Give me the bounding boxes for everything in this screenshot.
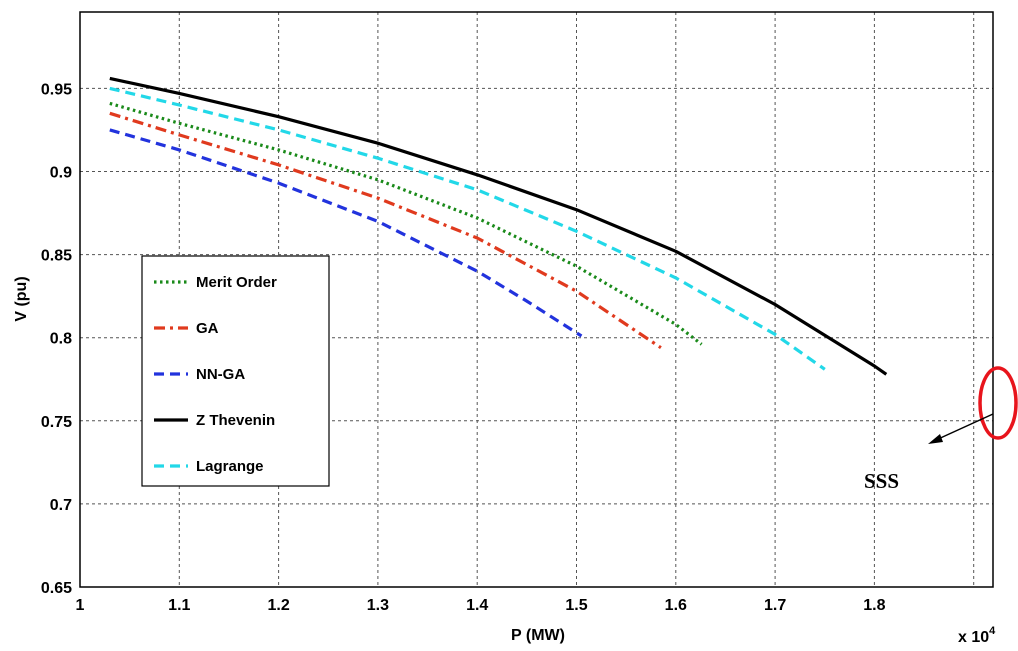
x-tick-label: 1.3	[367, 597, 389, 614]
x-tick-label: 1.2	[267, 597, 289, 614]
x-multiplier-label: x 104	[958, 625, 996, 646]
legend-label: Z Thevenin	[196, 412, 275, 429]
series-line-ga	[109, 111, 662, 350]
y-tick-label: 0.95	[41, 81, 72, 98]
x-tick-label: 1.8	[863, 597, 885, 614]
y-tick-label: 0.85	[41, 248, 72, 265]
legend-label: GA	[196, 320, 219, 337]
y-tick-label: 0.75	[41, 414, 72, 431]
series-line-z-thevenin	[109, 76, 888, 376]
legend: Merit Order GA NN-GA Z Thevenin Lagrange	[141, 255, 330, 487]
x-axis-label: P (MW)	[511, 627, 565, 644]
x-tick-label: 1.6	[665, 597, 687, 614]
x-tick-label: 1	[76, 597, 85, 614]
annotation-arrowhead	[928, 434, 943, 444]
y-axis-label: V (pu)	[13, 276, 30, 321]
x-tick-label: 1.4	[466, 597, 488, 614]
y-tick-label: 0.7	[50, 497, 72, 514]
legend-label: NN-GA	[196, 366, 245, 383]
axis-ticks: 1 1.1 1.2 1.3 1.4 1.5 1.6 1.7 1.8 0.65 0.7 0.75 0.8 0…	[41, 81, 886, 614]
series-line-nn-ga	[109, 128, 583, 338]
annotation-ellipse	[978, 366, 1018, 440]
annotation-arrow	[935, 413, 994, 441]
plot-frame	[79, 11, 994, 588]
series-lines	[109, 76, 888, 376]
x-multiplier-base: x 10	[958, 629, 989, 646]
x-tick-label: 1.5	[565, 597, 587, 614]
series-line-merit-order	[109, 101, 703, 346]
legend-box	[141, 255, 330, 487]
legend-label: Lagrange	[196, 458, 264, 475]
legend-label: Merit Order	[196, 274, 277, 291]
annotation-sss: SSS	[864, 366, 1018, 493]
y-tick-label: 0.8	[50, 331, 72, 348]
x-tick-label: 1.7	[764, 597, 786, 614]
x-tick-label: 1.1	[168, 597, 190, 614]
y-tick-label: 0.9	[50, 165, 72, 182]
x-multiplier-exponent: 4	[989, 625, 996, 637]
y-tick-label: 0.65	[41, 580, 72, 597]
series-line-lagrange	[109, 86, 826, 371]
annotation-label: SSS	[864, 469, 899, 493]
